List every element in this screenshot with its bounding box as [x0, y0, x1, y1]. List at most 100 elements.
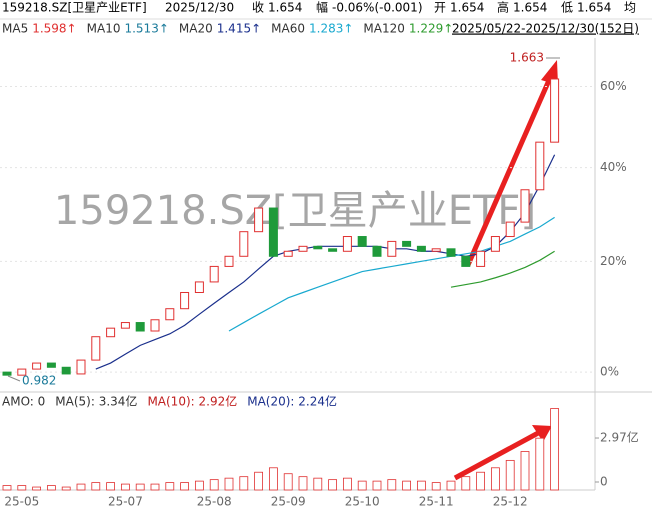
volume-legend: MA(10): 2.92亿 [147, 394, 237, 409]
y-tick-label: 60% [600, 79, 627, 93]
avg-label: 均 [624, 1, 636, 15]
max-annotation: 1.663 [510, 51, 544, 65]
low-label: 低 [561, 1, 573, 15]
min-annotation: 0.982 [22, 374, 56, 388]
header: 159218.SZ[卫星产业ETF] 2025/12/30 收 1.654 幅 … [2, 0, 639, 36]
ma-value: 1.598↑ [32, 22, 76, 36]
volume-bar [209, 479, 219, 491]
candle [180, 291, 190, 310]
volume-bar [387, 479, 397, 491]
x-tick-label: 25-07 [108, 495, 143, 509]
volume-bar [239, 476, 249, 491]
ma-line [450, 250, 555, 288]
ma-value: 1.415↑ [217, 22, 261, 36]
ma-line [95, 154, 556, 370]
candle [490, 236, 500, 252]
candle [328, 248, 338, 252]
candle [91, 336, 101, 361]
ma-value: 1.513↑ [124, 22, 168, 36]
volume-bar [254, 471, 264, 491]
y-tick-label: 20% [600, 254, 627, 268]
change-label: 幅 [316, 0, 328, 15]
candle [461, 255, 471, 267]
x-tick-label: 25-10 [345, 495, 380, 509]
volume-bar [446, 480, 456, 491]
candle [254, 207, 264, 233]
range: 2025/05/22-2025/12/30(152日) [452, 22, 639, 36]
ma-name: MA5 [2, 22, 28, 36]
volume-bar [402, 480, 412, 491]
low: 1.654 [577, 1, 611, 15]
candle [476, 250, 486, 267]
volume-bar [416, 480, 426, 491]
volume-bar [165, 482, 175, 491]
x-tick-label: 25-11 [419, 495, 454, 509]
candle [520, 189, 530, 223]
volume-bar [224, 477, 234, 491]
candle [550, 78, 560, 143]
volume-bar [283, 473, 293, 491]
volume-bar [357, 480, 367, 491]
volume-bar [91, 482, 101, 491]
volume-bar [150, 483, 160, 491]
code: 159218.SZ[卫星产业ETF] [2, 1, 147, 15]
candle [106, 327, 116, 338]
volume-legend: MA(5): 3.34亿 [55, 394, 137, 409]
volume-bar [194, 480, 204, 491]
volume-bar [328, 479, 338, 491]
candle [298, 245, 308, 252]
ma-value: 1.229↑ [409, 22, 453, 36]
candle [17, 368, 27, 376]
candle [416, 245, 426, 252]
volume-legend: MA(20): 2.24亿 [247, 394, 337, 409]
volume-bar [47, 485, 56, 491]
volume-bar [32, 486, 41, 491]
candle [165, 308, 175, 321]
candle [268, 207, 278, 257]
volume-bar [313, 477, 323, 491]
candle [505, 221, 515, 238]
x-tick-label: 25-12 [493, 495, 528, 509]
volume-bar [121, 483, 130, 491]
min-pointer [7, 375, 21, 382]
volume-bar [431, 482, 441, 491]
ma-name: MA120 [363, 22, 404, 36]
volume-bar [520, 451, 530, 491]
volume-bar [17, 485, 27, 491]
volume-legend: AMO: 0 [2, 395, 45, 409]
open: 1.654 [450, 1, 484, 15]
candle [150, 319, 160, 332]
candle [135, 322, 145, 332]
candle [194, 281, 204, 293]
arrows [453, 60, 558, 481]
date: 2025/12/30 [165, 1, 234, 15]
candle [61, 366, 71, 375]
candle [357, 236, 367, 247]
ma-line [228, 216, 555, 332]
open-label: 开 [434, 1, 446, 15]
ma-name: MA20 [179, 22, 213, 36]
volume-bar [298, 476, 308, 491]
candle [387, 240, 397, 257]
volume-bar [372, 480, 382, 491]
volume-bar [268, 467, 278, 491]
candle [120, 322, 130, 329]
volume-bar [135, 483, 145, 491]
candle [32, 362, 42, 370]
volume-bar [180, 482, 190, 491]
candle [342, 236, 352, 252]
high: 1.654 [513, 1, 547, 15]
ma-value: 1.283↑ [309, 22, 353, 36]
candle [313, 245, 323, 250]
candle [372, 245, 382, 257]
candle [76, 359, 86, 375]
candle [283, 250, 293, 257]
ma-name: MA10 [87, 22, 121, 36]
candle [209, 265, 219, 283]
volume-bar [342, 477, 352, 491]
volume-bar [550, 408, 559, 491]
candle [402, 240, 412, 247]
y-tick-label: 2.97亿 [600, 430, 639, 445]
candle [46, 362, 56, 368]
